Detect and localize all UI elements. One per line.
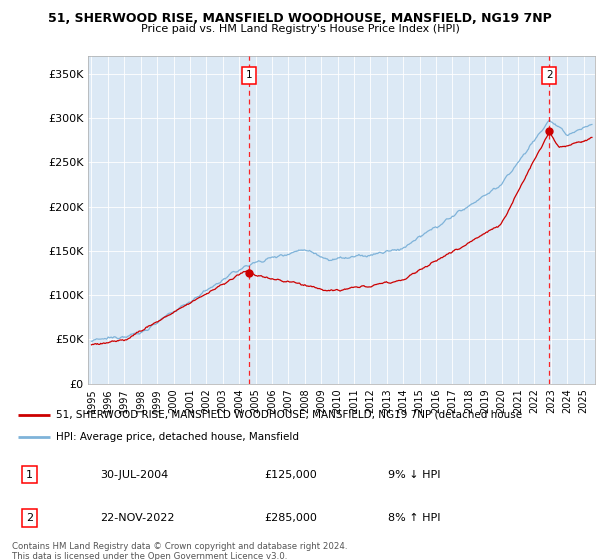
Text: £125,000: £125,000 [265,470,317,479]
Text: 1: 1 [245,71,252,81]
Text: HPI: Average price, detached house, Mansfield: HPI: Average price, detached house, Mans… [56,432,299,442]
Text: £285,000: £285,000 [265,513,317,522]
Text: 2: 2 [546,71,553,81]
Text: Contains HM Land Registry data © Crown copyright and database right 2024.
This d: Contains HM Land Registry data © Crown c… [12,542,347,560]
Text: 30-JUL-2004: 30-JUL-2004 [100,470,169,479]
Text: 51, SHERWOOD RISE, MANSFIELD WOODHOUSE, MANSFIELD, NG19 7NP: 51, SHERWOOD RISE, MANSFIELD WOODHOUSE, … [48,12,552,25]
Text: 22-NOV-2022: 22-NOV-2022 [100,513,175,522]
Text: Price paid vs. HM Land Registry's House Price Index (HPI): Price paid vs. HM Land Registry's House … [140,24,460,34]
Text: 1: 1 [26,470,33,479]
Text: 8% ↑ HPI: 8% ↑ HPI [388,513,440,522]
Text: 2: 2 [26,513,33,522]
Text: 9% ↓ HPI: 9% ↓ HPI [388,470,440,479]
Text: 51, SHERWOOD RISE, MANSFIELD WOODHOUSE, MANSFIELD, NG19 7NP (detached house: 51, SHERWOOD RISE, MANSFIELD WOODHOUSE, … [56,409,522,419]
